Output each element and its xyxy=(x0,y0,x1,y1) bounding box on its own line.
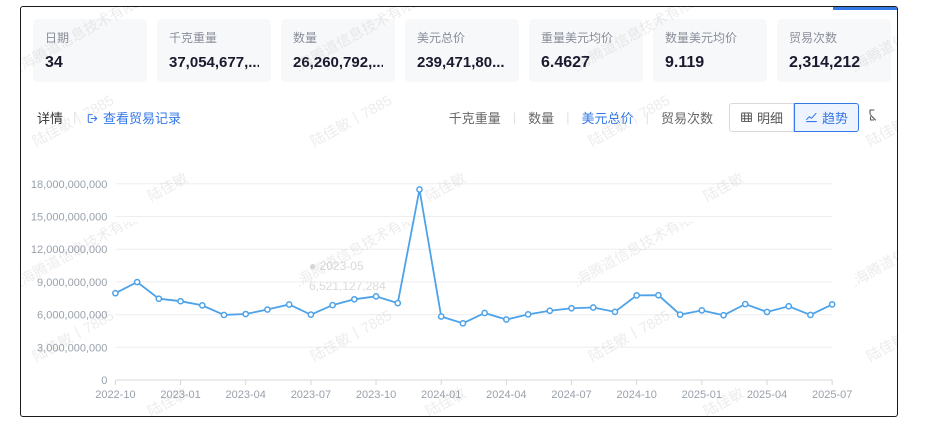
svg-text:2025-04: 2025-04 xyxy=(747,389,787,401)
svg-text:18,000,000,000: 18,000,000,000 xyxy=(31,179,107,191)
svg-text:2023-07: 2023-07 xyxy=(291,389,331,401)
svg-text:15,000,000,000: 15,000,000,000 xyxy=(31,212,107,224)
svg-text:2024-04: 2024-04 xyxy=(486,389,526,401)
svg-text:2023-10: 2023-10 xyxy=(356,389,396,401)
svg-text:2022-10: 2022-10 xyxy=(95,389,135,401)
svg-text:9,000,000,000: 9,000,000,000 xyxy=(37,277,107,289)
svg-text:2024-10: 2024-10 xyxy=(616,389,656,401)
svg-text:12,000,000,000: 12,000,000,000 xyxy=(31,244,107,256)
svg-text:2023-04: 2023-04 xyxy=(226,389,266,401)
svg-text:2024-01: 2024-01 xyxy=(421,389,461,401)
svg-text:3,000,000,000: 3,000,000,000 xyxy=(37,342,107,354)
svg-text:2024-07: 2024-07 xyxy=(551,389,591,401)
svg-text:2025-01: 2025-01 xyxy=(682,389,722,401)
svg-text:6,000,000,000: 6,000,000,000 xyxy=(37,310,107,322)
svg-text:2025-07: 2025-07 xyxy=(812,389,852,401)
svg-text:2023-01: 2023-01 xyxy=(160,389,200,401)
svg-text:0: 0 xyxy=(101,375,107,387)
